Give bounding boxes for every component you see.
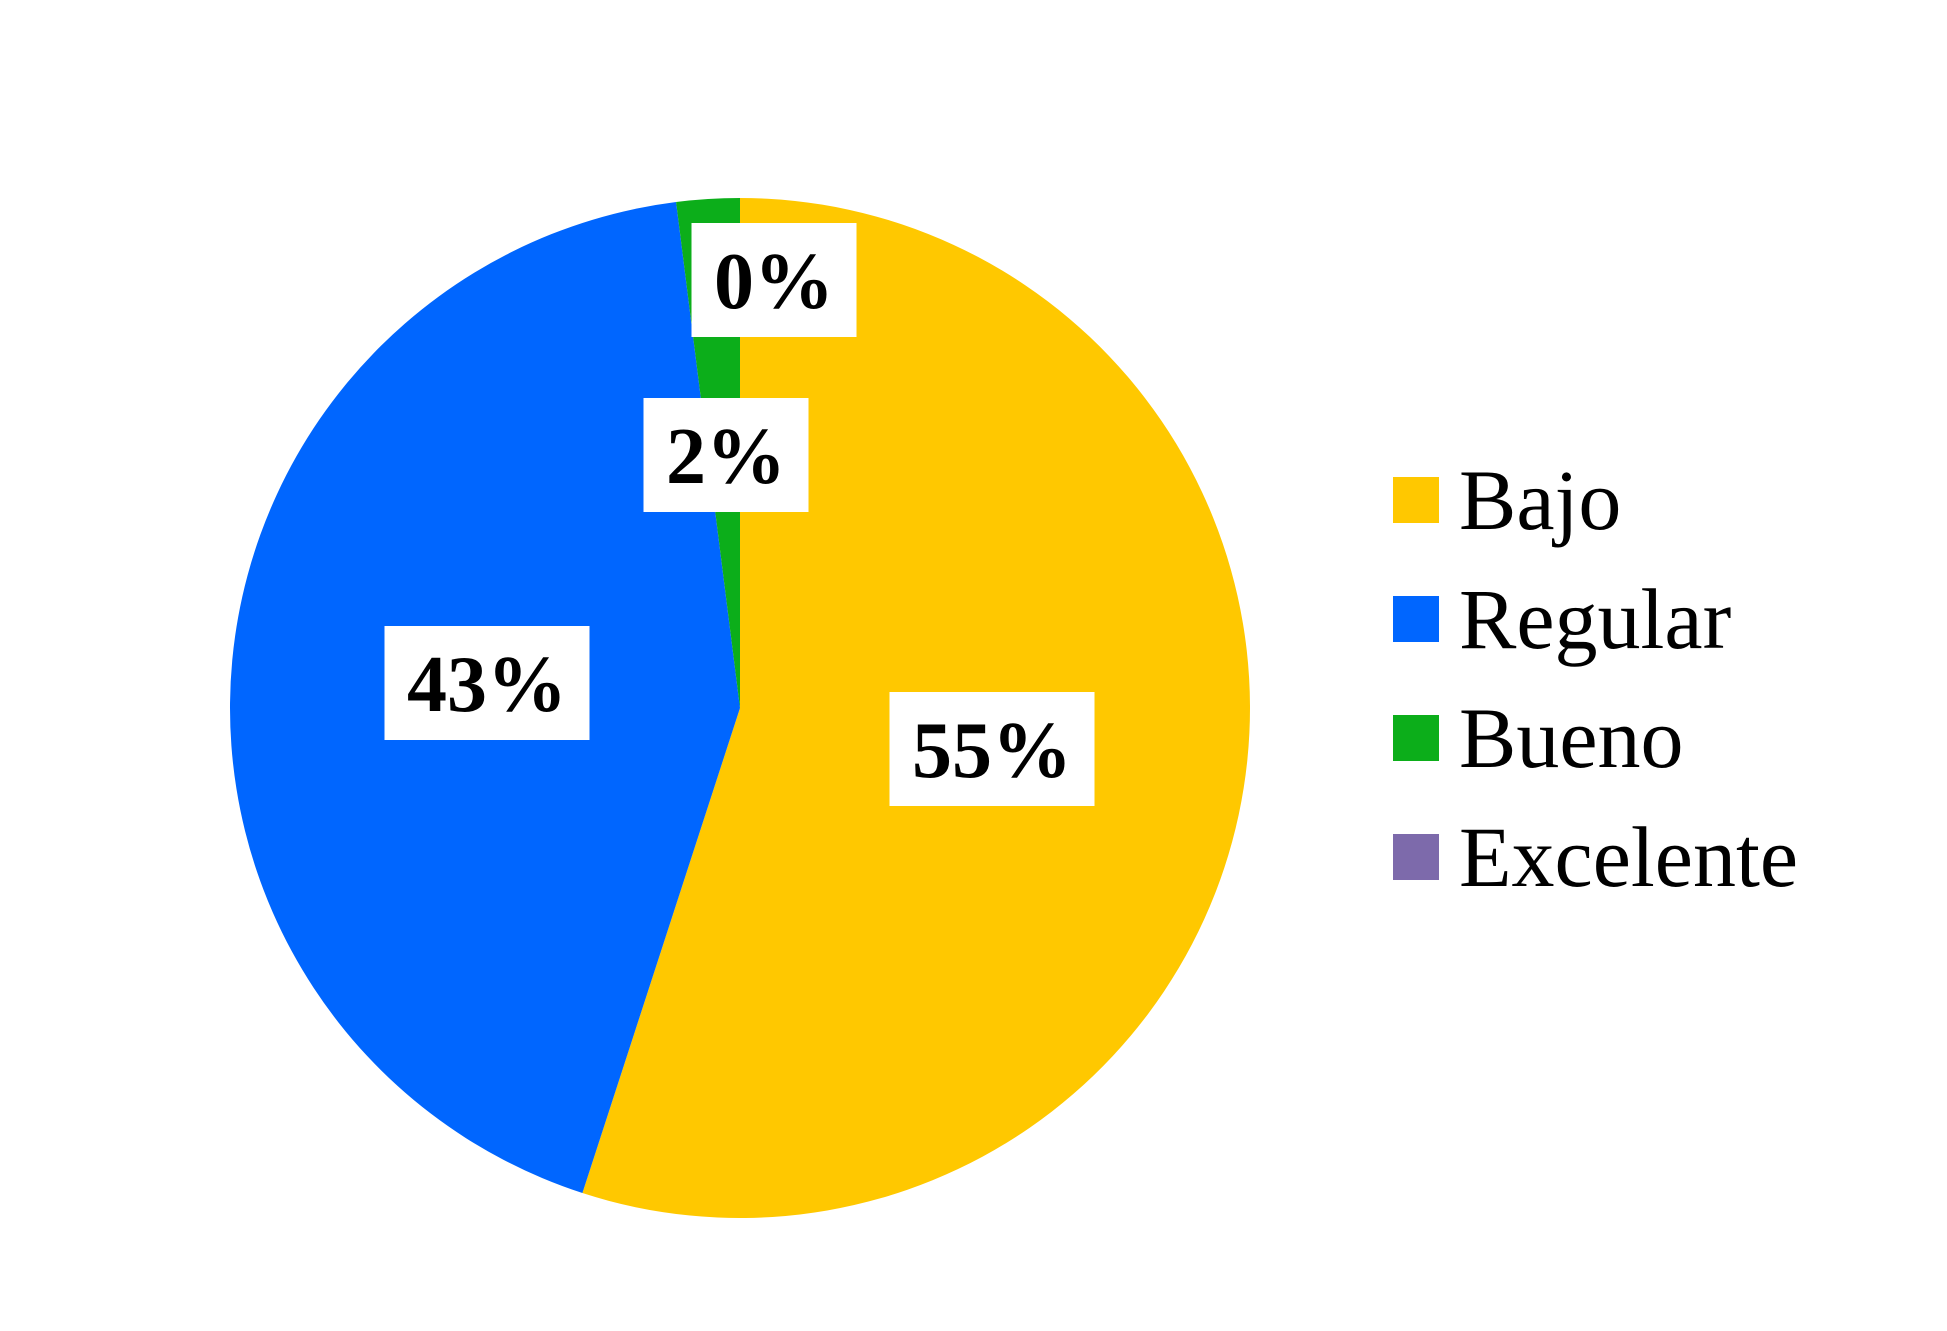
- data-label-box: [889, 692, 1095, 806]
- data-label-excelente: 0%: [691, 223, 857, 337]
- legend-item-bajo: Bajo: [1393, 440, 1798, 559]
- data-label-box: [691, 223, 857, 337]
- data-label-box: [384, 626, 590, 740]
- data-label-text: 55%: [912, 707, 1072, 795]
- data-label-regular: 43%: [384, 626, 590, 740]
- data-label-text: 2%: [666, 413, 786, 501]
- legend-item-excelente: Excelente: [1393, 797, 1798, 916]
- legend-label: Bueno: [1459, 689, 1684, 786]
- legend-label: Bajo: [1459, 451, 1622, 548]
- pie-slices: [229, 198, 1250, 1218]
- legend-label: Excelente: [1459, 808, 1799, 905]
- legend-swatch: [1393, 476, 1439, 523]
- data-label-box: [643, 398, 809, 512]
- pie-data-labels: 55% 43% 2% 0%: [384, 223, 1095, 806]
- data-label-text: 43%: [407, 641, 567, 729]
- legend-item-bueno: Bueno: [1393, 678, 1798, 797]
- data-label-bueno: 2%: [643, 398, 809, 512]
- legend-item-regular: Regular: [1393, 559, 1798, 678]
- data-label-bajo: 55%: [889, 692, 1095, 806]
- data-label-text: 0%: [714, 238, 834, 326]
- legend-swatch: [1393, 833, 1439, 880]
- chart-legend: Bajo Regular Bueno Excelente: [1393, 440, 1798, 916]
- legend-swatch: [1393, 714, 1439, 761]
- legend-swatch: [1393, 595, 1439, 642]
- legend-label: Regular: [1459, 570, 1732, 667]
